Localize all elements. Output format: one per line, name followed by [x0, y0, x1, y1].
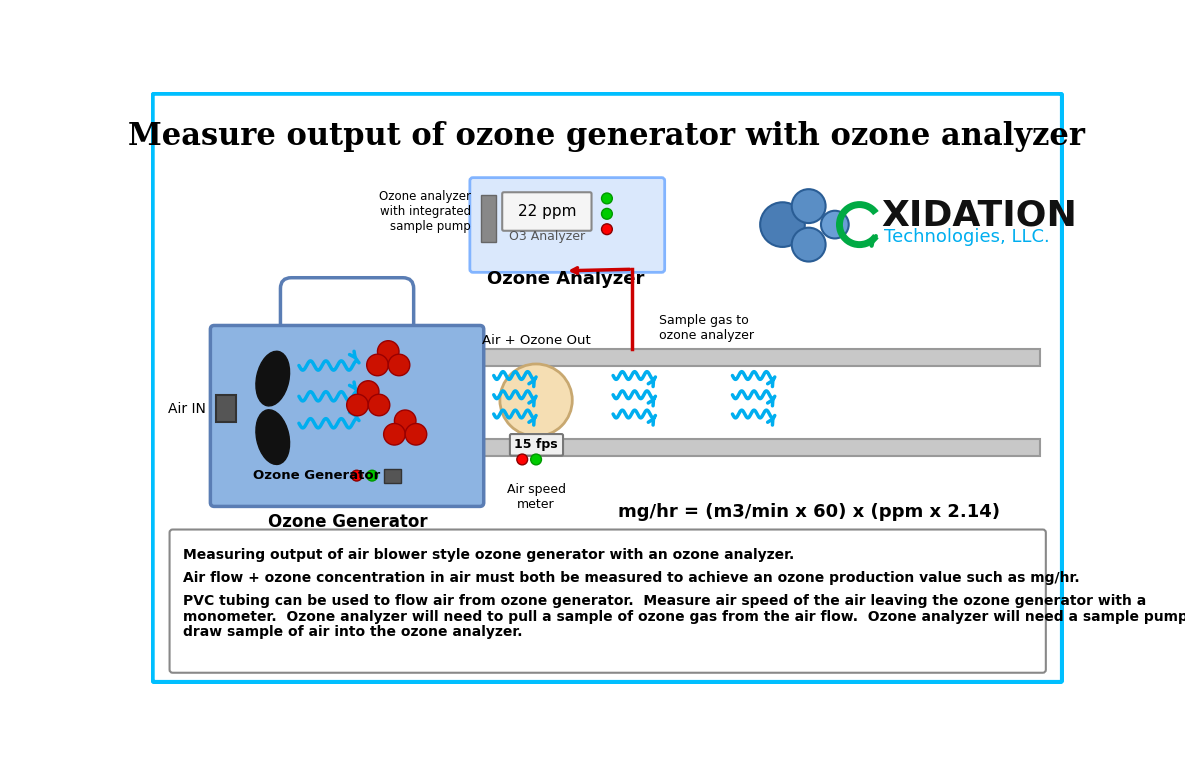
Circle shape — [602, 193, 613, 204]
Text: Ozone Analyzer: Ozone Analyzer — [487, 270, 643, 288]
Text: Measure output of ozone generator with ozone analyzer: Measure output of ozone generator with o… — [128, 121, 1085, 152]
Circle shape — [384, 423, 405, 445]
Text: draw sample of air into the ozone analyzer.: draw sample of air into the ozone analyz… — [184, 625, 523, 639]
FancyBboxPatch shape — [502, 192, 591, 230]
Text: Air IN: Air IN — [167, 402, 205, 415]
Circle shape — [358, 381, 379, 402]
Text: Air flow + ozone concentration in air must both be measured to achieve an ozone : Air flow + ozone concentration in air mu… — [184, 571, 1080, 585]
Text: 15 fps: 15 fps — [514, 439, 558, 452]
Circle shape — [369, 394, 390, 415]
Circle shape — [500, 364, 572, 436]
Circle shape — [351, 470, 363, 481]
Text: 22 ppm: 22 ppm — [518, 204, 576, 219]
FancyBboxPatch shape — [153, 94, 1062, 682]
Circle shape — [792, 189, 826, 223]
Circle shape — [792, 227, 826, 262]
Text: Ozone Generator: Ozone Generator — [268, 513, 428, 531]
Circle shape — [389, 354, 410, 376]
Text: Air speed
meter: Air speed meter — [507, 483, 565, 511]
Ellipse shape — [256, 351, 289, 406]
Text: PVC tubing can be used to flow air from ozone generator.  Measure air speed of t: PVC tubing can be used to flow air from … — [184, 594, 1147, 608]
FancyBboxPatch shape — [470, 177, 665, 273]
Bar — [480, 439, 1040, 455]
Text: Measuring output of air blower style ozone generator with an ozone analyzer.: Measuring output of air blower style ozo… — [184, 548, 795, 562]
Text: Ozone Generator: Ozone Generator — [254, 469, 380, 482]
Text: Air + Ozone Out: Air + Ozone Out — [482, 333, 591, 346]
Circle shape — [378, 341, 399, 362]
Circle shape — [366, 470, 378, 481]
Circle shape — [395, 410, 416, 432]
Text: Technologies, LLC.: Technologies, LLC. — [884, 228, 1050, 246]
Circle shape — [760, 202, 805, 247]
FancyBboxPatch shape — [211, 326, 483, 506]
Circle shape — [366, 354, 389, 376]
Circle shape — [531, 454, 542, 465]
Bar — [384, 469, 401, 483]
Text: Sample gas to
ozone analyzer: Sample gas to ozone analyzer — [659, 314, 755, 342]
Circle shape — [821, 210, 848, 238]
FancyBboxPatch shape — [510, 434, 563, 455]
Ellipse shape — [256, 410, 289, 465]
FancyBboxPatch shape — [281, 278, 414, 347]
Circle shape — [517, 454, 527, 465]
Circle shape — [602, 208, 613, 219]
FancyBboxPatch shape — [169, 529, 1046, 673]
Text: Ozone analyzer
with integrated
sample pump: Ozone analyzer with integrated sample pu… — [379, 190, 470, 233]
Text: XIDATION: XIDATION — [880, 198, 1077, 233]
Circle shape — [602, 223, 613, 234]
Bar — [216, 395, 236, 422]
Bar — [481, 194, 497, 243]
Circle shape — [405, 423, 427, 445]
Text: mg/hr = (m3/min x 60) x (ppm x 2.14): mg/hr = (m3/min x 60) x (ppm x 2.14) — [619, 503, 1000, 521]
Circle shape — [347, 394, 369, 415]
Text: O3 Analyzer: O3 Analyzer — [508, 230, 585, 243]
Bar — [480, 349, 1040, 366]
Text: monometer.  Ozone analyzer will need to pull a sample of ozone gas from the air : monometer. Ozone analyzer will need to p… — [184, 610, 1185, 624]
